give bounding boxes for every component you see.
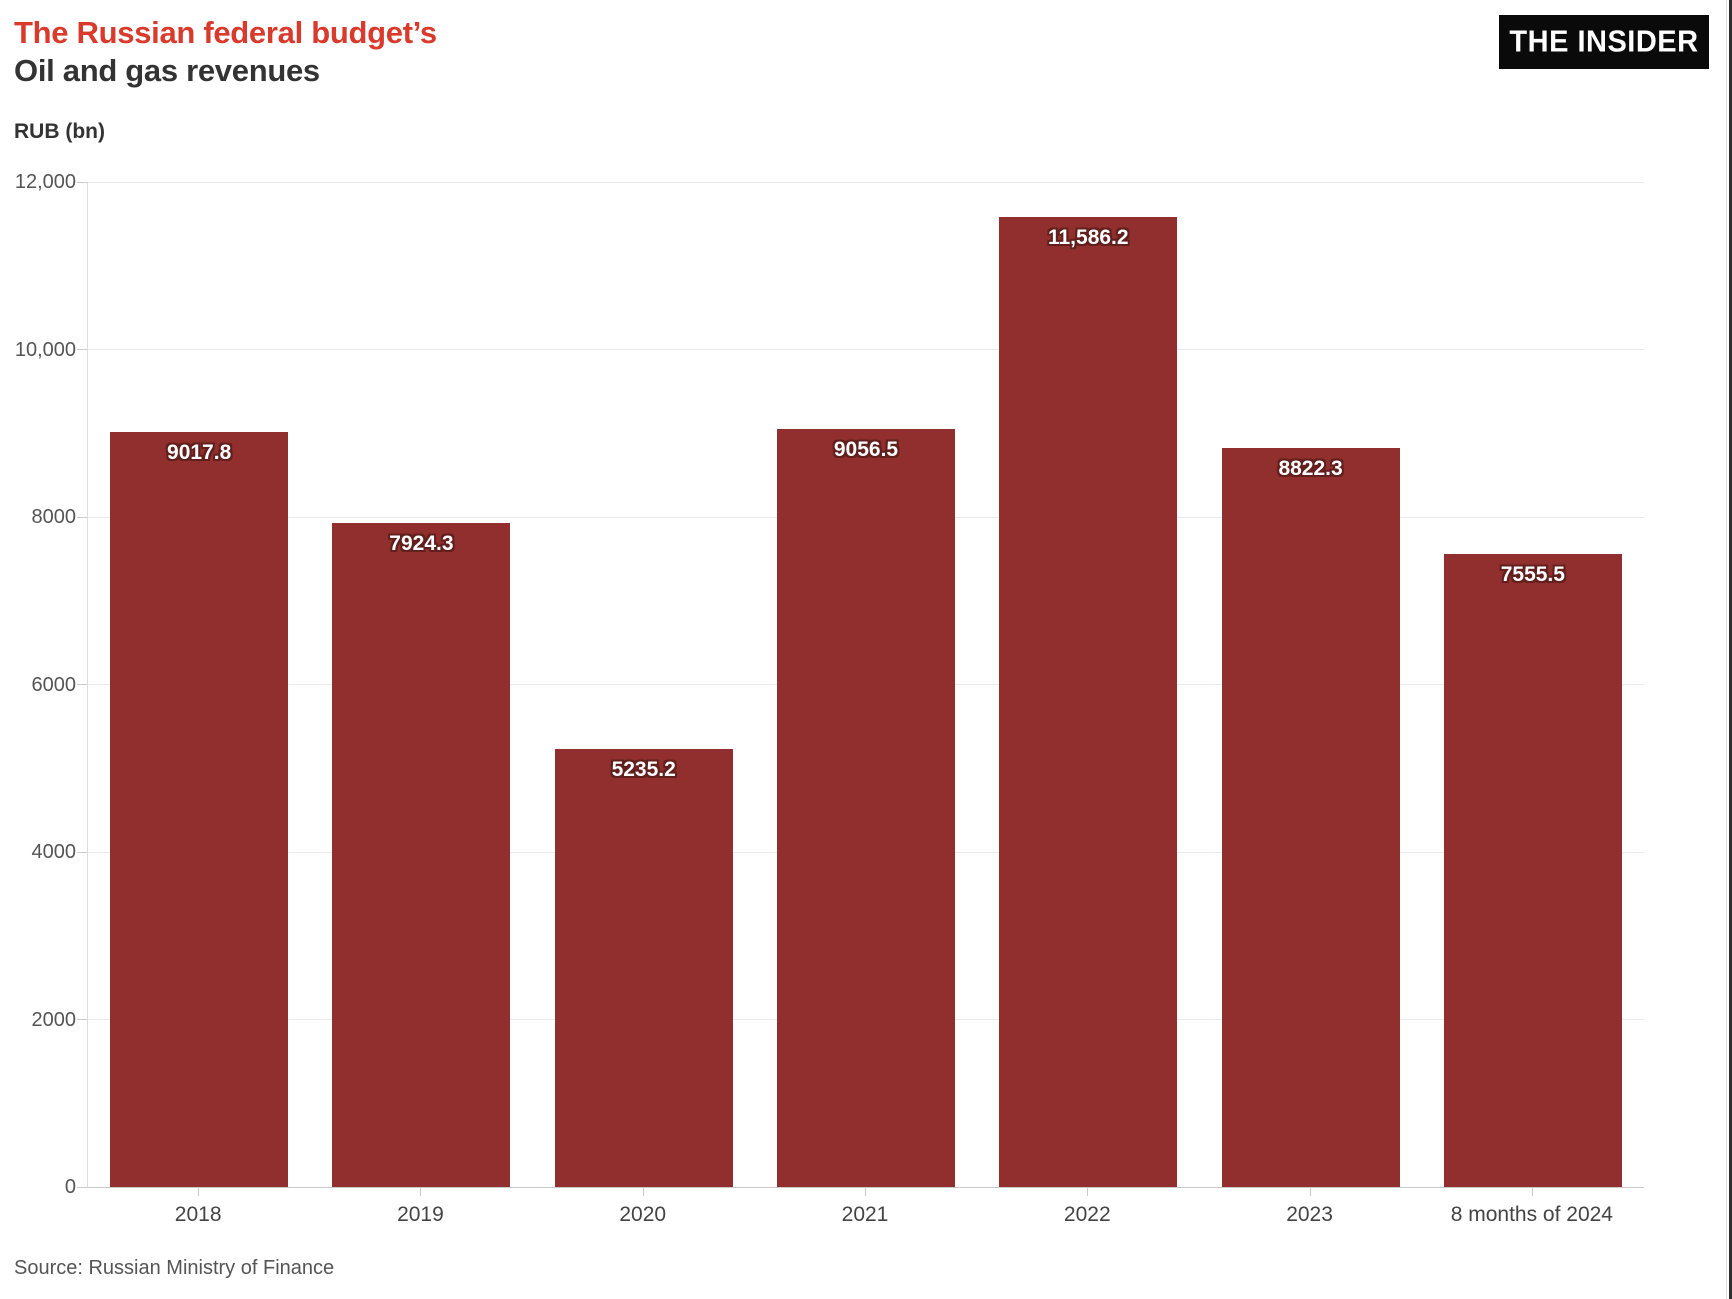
bar-2020: 5235.2 (554, 748, 733, 1187)
y-axis-tick-label: 4000 (31, 841, 77, 863)
bar-2019: 7924.3 (332, 523, 511, 1187)
bar-value-label: 9017.8 (167, 440, 232, 464)
bar-value-label: 5235.2 (611, 757, 676, 781)
source-note: Source: Russian Ministry of Finance (14, 1257, 335, 1279)
y-axis-tick-label: 0 (64, 1176, 76, 1198)
bar-2022: 11,586.2 (999, 216, 1178, 1187)
gridline-y-10000 (88, 349, 1644, 350)
bar-value-label: 9056.5 (833, 437, 899, 461)
y-axis-tick-mark (77, 1019, 87, 1020)
the-insider-logo-text: THE INSIDER (1509, 24, 1699, 59)
x-axis-category-label: 2021 (841, 1203, 889, 1226)
bar-2021: 9056.5 (777, 428, 955, 1187)
x-axis-tick-mark (1087, 1188, 1089, 1196)
y-axis-tick-label: 8000 (31, 506, 77, 528)
x-axis-tick-mark (642, 1188, 644, 1196)
plot-area: 9017.8 7924.3 5235.2 9056.5 11,586.2 8822.3 75… (87, 181, 1644, 1188)
x-axis-category-label: 2020 (619, 1203, 667, 1226)
y-axis-tick-mark (77, 684, 87, 685)
y-axis-tick-label: 6000 (31, 673, 77, 696)
chart-title-accent-line: The Russian federal budget’s (14, 15, 437, 50)
bar-value-label: 7924.3 (389, 532, 454, 556)
x-axis-category-label: 2018 (174, 1203, 222, 1226)
bar-value-label: 8822.3 (1278, 457, 1343, 481)
the-insider-logo: THE INSIDER (1499, 15, 1709, 69)
gridline-y-12000 (88, 181, 1644, 183)
y-axis-tick-mark (77, 851, 87, 853)
y-axis-tick-label: 10,000 (14, 338, 76, 361)
y-axis-tick-mark (77, 181, 87, 183)
bar-2018: 9017.8 (110, 431, 289, 1187)
chart-title-main-line: Oil and gas revenues (14, 53, 320, 88)
x-axis-tick-mark (420, 1188, 422, 1196)
x-axis-category-label: 2022 (1063, 1203, 1111, 1226)
chart-title: The Russian federal budget’s Oil and gas… (14, 14, 437, 90)
x-axis-category-label: 2019 (397, 1203, 444, 1226)
bar-8-months-of-2024: 7555.5 (1443, 554, 1622, 1187)
y-axis-tick-label: 12,000 (14, 171, 76, 193)
x-axis-tick-mark (198, 1188, 200, 1196)
x-axis-category-label: 2023 (1286, 1203, 1333, 1226)
x-axis-tick-mark (1531, 1188, 1533, 1196)
bar-value-label: 7555.5 (1500, 563, 1565, 587)
x-axis-tick-mark (865, 1188, 866, 1196)
window-edge-light (1726, 0, 1727, 1299)
y-axis-tick-mark (77, 1186, 87, 1188)
bar-2023: 8822.3 (1221, 448, 1400, 1187)
x-axis-category-label: 8 months of 2024 (1450, 1203, 1613, 1226)
y-axis-tick-mark (77, 349, 87, 350)
x-axis-tick-mark (1309, 1188, 1311, 1196)
bar-value-label: 11,586.2 (1047, 225, 1129, 249)
y-axis-unit-label: RUB (bn) (14, 120, 105, 143)
y-axis-tick-mark (77, 516, 87, 518)
y-axis-tick-label: 2000 (31, 1008, 77, 1031)
window-edge-dark (1729, 0, 1732, 1299)
